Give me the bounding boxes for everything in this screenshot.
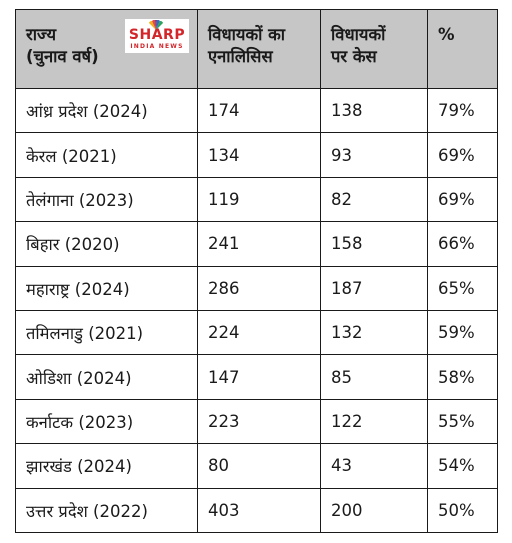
cell-state: झारखंड (2024) [15,443,198,489]
table-row: झारखंड (2024) 80 43 54% [15,443,498,489]
cell-analysed: 134 [197,132,321,178]
header-analysed-line-1: विधायकों का [208,25,286,44]
cell-pct: 50% [427,487,498,534]
cell-state: बिहार (2020) [15,221,198,267]
table-row: महाराष्ट्र (2024) 286 187 65% [15,265,498,311]
table-row: तेलंगाना (2023) 119 82 69% [15,176,498,223]
cell-state: उत्तर प्रदेश (2022) [15,487,198,534]
cell-pct: 59% [427,309,498,356]
cell-cases: 158 [320,221,428,267]
cell-analysed: 174 [197,87,321,134]
table-row: ओडिशा (2024) 147 85 58% [15,354,498,400]
logo-sub-text: INDIA NEWS [130,43,184,50]
cell-cases: 132 [320,309,428,356]
cell-pct: 55% [427,398,498,445]
table-header: राज्य (चुनाव वर्ष) SHARP INDIA NEWS विधा… [15,9,498,89]
cell-analysed: 223 [197,398,321,445]
peacock-icon [149,20,163,30]
cell-state: तेलंगाना (2023) [15,176,198,223]
cell-cases: 200 [320,487,428,534]
cell-cases: 82 [320,176,428,223]
header-row: राज्य (चुनाव वर्ष) SHARP INDIA NEWS विधा… [15,9,498,89]
table-row: उत्तर प्रदेश (2022) 403 200 50% [15,487,498,534]
cell-analysed: 241 [197,221,321,267]
cell-analysed: 403 [197,487,321,534]
header-pct: % [427,9,498,89]
table-row: कर्नाटक (2023) 223 122 55% [15,398,498,445]
header-analysed: विधायकों का एनालिसिस [197,9,321,89]
header-pct-label: % [438,25,455,44]
cell-state: केरल (2021) [15,132,198,178]
cell-state: ओडिशा (2024) [15,354,198,400]
cell-state: कर्नाटक (2023) [15,398,198,445]
cell-cases: 85 [320,354,428,400]
logo-brand-text: SHARP [128,27,186,43]
sharp-india-news-logo: SHARP INDIA NEWS [125,19,189,53]
cell-analysed: 80 [197,443,321,489]
cell-pct: 65% [427,265,498,311]
cell-cases: 138 [320,87,428,134]
cell-analysed: 286 [197,265,321,311]
table-row: केरल (2021) 134 93 69% [15,132,498,178]
table-row: आंध्र प्रदेश (2024) 174 138 79% [15,87,498,134]
cell-pct: 69% [427,132,498,178]
cell-analysed: 147 [197,354,321,400]
cell-cases: 187 [320,265,428,311]
header-state-line-1: राज्य [26,25,57,44]
cell-cases: 93 [320,132,428,178]
cell-cases: 122 [320,398,428,445]
header-analysed-line-2: एनालिसिस [208,47,273,66]
cell-state: महाराष्ट्र (2024) [15,265,198,311]
table-row: बिहार (2020) 241 158 66% [15,221,498,267]
cell-pct: 79% [427,87,498,134]
cell-state: आंध्र प्रदेश (2024) [15,87,198,134]
mla-cases-table: राज्य (चुनाव वर्ष) SHARP INDIA NEWS विधा… [15,9,498,534]
cell-analysed: 119 [197,176,321,223]
header-cases-line-1: विधायकों [331,25,386,44]
header-cases-line-2: पर केस [331,47,377,66]
cell-cases: 43 [320,443,428,489]
header-state: राज्य (चुनाव वर्ष) SHARP INDIA NEWS [15,9,198,89]
table-row: तमिलनाडु (2021) 224 132 59% [15,309,498,356]
cell-pct: 54% [427,443,498,489]
cell-state: तमिलनाडु (2021) [15,309,198,356]
table-body: आंध्र प्रदेश (2024) 174 138 79% केरल (20… [15,87,498,534]
cell-analysed: 224 [197,309,321,356]
cell-pct: 66% [427,221,498,267]
header-state-line-2: (चुनाव वर्ष) [26,47,99,66]
cell-pct: 58% [427,354,498,400]
header-cases: विधायकों पर केस [320,9,428,89]
cell-pct: 69% [427,176,498,223]
